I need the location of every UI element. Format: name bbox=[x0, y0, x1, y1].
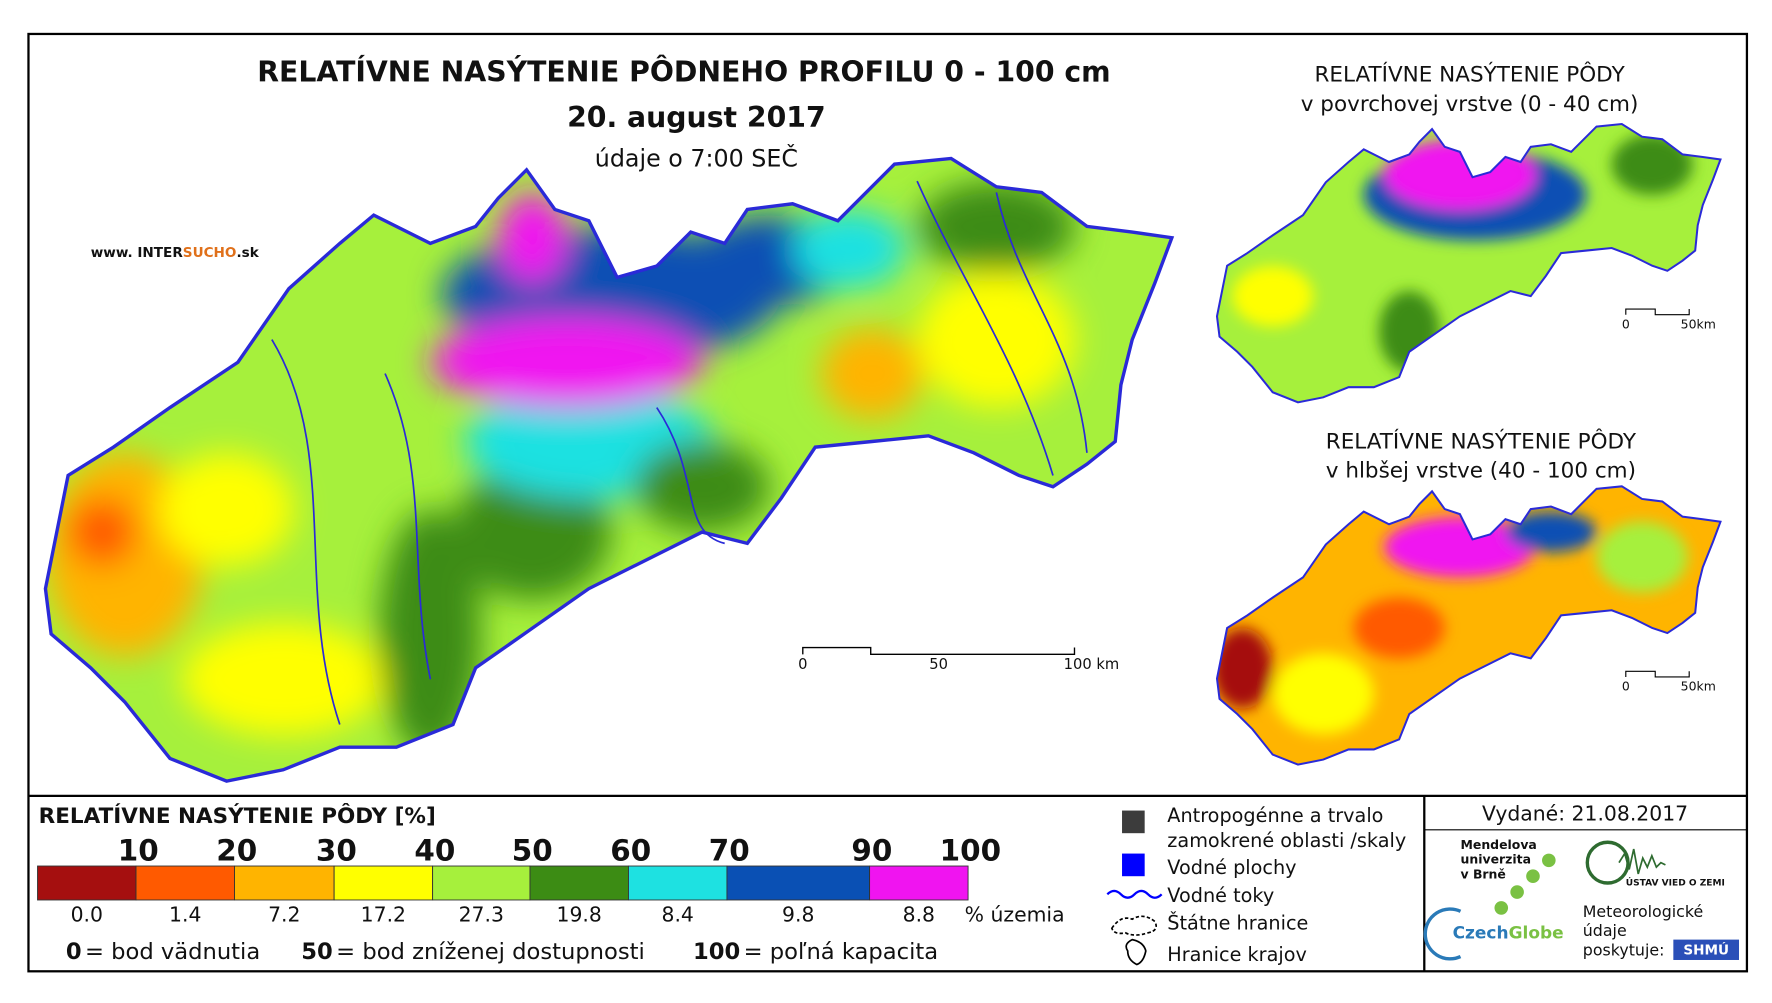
note-key: 100 bbox=[693, 939, 740, 965]
legend-title: RELATÍVNE NASÝTENIE PÔDY [%] bbox=[39, 803, 436, 829]
inset-title: RELATÍVNE NASÝTENIE PÔDY bbox=[1326, 428, 1637, 454]
legend-threshold: 30 bbox=[316, 833, 357, 867]
legend-swatch bbox=[726, 865, 871, 901]
note-text: = bod vädnutia bbox=[85, 939, 260, 965]
website-part: SUCHO bbox=[183, 245, 237, 261]
inset-scale-bar bbox=[1625, 308, 1690, 316]
legend-swatch bbox=[234, 865, 335, 901]
legend-note: 50 = bod zníženej dostupnosti bbox=[301, 939, 645, 965]
scale-label: 50km bbox=[1681, 679, 1716, 694]
legend-note: 100 = poľná kapacita bbox=[693, 939, 938, 965]
legend-swatch bbox=[869, 865, 969, 901]
note-key: 50 bbox=[301, 939, 333, 965]
legend-threshold: 60 bbox=[610, 833, 651, 867]
scale-label: 50 bbox=[929, 656, 948, 673]
website-part: .sk bbox=[236, 245, 259, 261]
inset-subtitle: v povrchovej vrstve (0 - 40 cm) bbox=[1301, 92, 1639, 117]
website-part: www. INTER bbox=[91, 245, 184, 261]
note-text: = bod zníženej dostupnosti bbox=[336, 939, 645, 965]
website: www. INTERSUCHO.sk bbox=[91, 245, 260, 261]
legend-share: 27.3 bbox=[459, 902, 504, 926]
legend-share: 19.8 bbox=[557, 902, 602, 926]
legend-share: 7.2 bbox=[268, 902, 300, 926]
logo-part: Czech bbox=[1453, 923, 1509, 943]
legend-threshold: 90 bbox=[851, 833, 892, 867]
logo-part: Globe bbox=[1509, 923, 1564, 943]
ustav-wave bbox=[1618, 848, 1666, 875]
logo-text: Mendelova bbox=[1461, 837, 1537, 852]
symbol-urban bbox=[1122, 810, 1145, 834]
logo-text: univerzita bbox=[1461, 852, 1532, 867]
legend-share: 9.8 bbox=[782, 902, 814, 926]
logo-text: ÚSTAV VIED O ZEMI bbox=[1626, 876, 1725, 888]
symbol-label: Vodné toky bbox=[1167, 884, 1274, 907]
logo-text: poskytuje: bbox=[1583, 940, 1665, 959]
legend-threshold: 50 bbox=[512, 833, 553, 867]
symbol-label: Vodné plochy bbox=[1167, 856, 1296, 879]
symbol-label: Štátne hranice bbox=[1167, 910, 1308, 934]
legend-threshold: 40 bbox=[414, 833, 455, 867]
scale-label: 0 bbox=[1622, 316, 1630, 331]
symbol-region bbox=[1125, 938, 1147, 966]
inset-subtitle: v hlbšej vrstve (40 - 100 cm) bbox=[1326, 459, 1636, 484]
inset-scale-bar bbox=[1625, 670, 1690, 678]
share-unit: % územia bbox=[965, 902, 1065, 926]
logo-text: SHMÚ bbox=[1683, 940, 1729, 958]
note-key: 0 bbox=[66, 939, 82, 965]
legend-threshold: 100 bbox=[940, 833, 1001, 867]
legend-share: 1.4 bbox=[169, 902, 201, 926]
logo-text: v Brně bbox=[1461, 866, 1506, 881]
note-text: = poľná kapacita bbox=[744, 939, 938, 965]
legend-swatch bbox=[37, 865, 137, 901]
legend-swatch bbox=[432, 865, 531, 901]
time-note: údaje o 7:00 SEČ bbox=[595, 144, 798, 172]
date: 20. august 2017 bbox=[567, 101, 826, 134]
symbol-river bbox=[1106, 889, 1163, 899]
legend-swatch bbox=[135, 865, 235, 901]
issued-date: Vydané: 21.08.2017 bbox=[1482, 802, 1688, 826]
symbol-label: zamokrené oblasti /skaly bbox=[1167, 829, 1406, 852]
scale-label: 50km bbox=[1681, 316, 1716, 331]
symbol-label: Hranice krajov bbox=[1167, 943, 1307, 966]
shmu-logo bbox=[1673, 939, 1740, 960]
legend-swatch bbox=[628, 865, 728, 901]
legend-swatch bbox=[333, 865, 434, 901]
main-scale-bar bbox=[802, 646, 1076, 656]
legend-bar: 0.0 1.4 7.2 17.2 27.3 19.8 8.4 9.8 8.8 10 20 30 40 50… bbox=[37, 833, 1001, 926]
legend-share: 8.4 bbox=[662, 902, 694, 926]
scale-label: 100 km bbox=[1064, 656, 1120, 673]
symbol-label: Antropogénne a trvalo bbox=[1167, 804, 1383, 827]
legend-threshold: 10 bbox=[118, 833, 159, 867]
legend-threshold: 20 bbox=[216, 833, 257, 867]
mendel-dots bbox=[1494, 853, 1556, 915]
legend-swatch bbox=[529, 865, 629, 901]
czechglobe-arc bbox=[1423, 907, 1462, 961]
legend-share: 8.8 bbox=[903, 902, 935, 926]
scale-label: 0 bbox=[798, 656, 807, 673]
logo-text: údaje bbox=[1583, 921, 1627, 940]
legend-share: 17.2 bbox=[361, 902, 406, 926]
logo-text: Meteorologické bbox=[1583, 902, 1703, 921]
inset-title: RELATÍVNE NASÝTENIE PÔDY bbox=[1314, 62, 1625, 88]
legend-note: 0 = bod vädnutia bbox=[66, 939, 260, 965]
scale-label: 0 bbox=[1622, 679, 1630, 694]
symbol-water bbox=[1122, 853, 1145, 877]
main-title: RELATÍVNE NASÝTENIE PÔDNEHO PROFILU 0 - … bbox=[257, 55, 1110, 89]
logo-text: CzechGlobe bbox=[1453, 923, 1564, 943]
legend-threshold: 70 bbox=[709, 833, 750, 867]
legend-share: 0.0 bbox=[71, 902, 103, 926]
